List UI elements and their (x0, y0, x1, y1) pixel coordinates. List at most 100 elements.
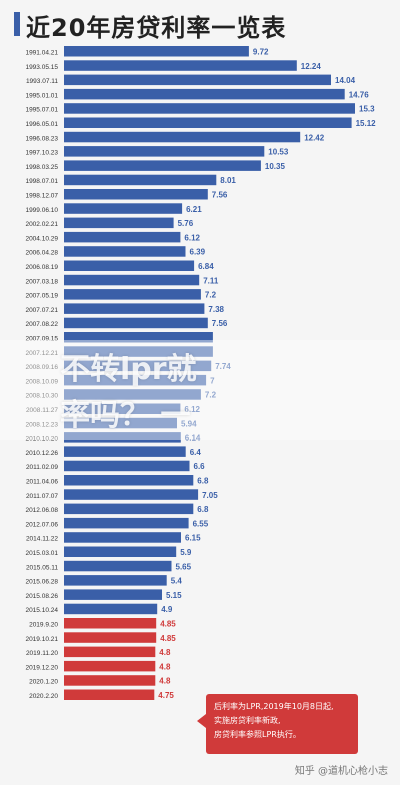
bar (64, 217, 174, 229)
bar (64, 475, 194, 486)
value-label: 4.85 (160, 634, 176, 643)
overlay-text-1: 不转lpr就 (60, 352, 197, 387)
value-label: 6.14 (185, 434, 201, 443)
category-label: 1995.07.01 (25, 107, 58, 114)
category-label: 2008.10.30 (25, 393, 58, 400)
category-label: 2014.11.22 (26, 536, 58, 543)
bar (64, 489, 199, 500)
bar (64, 103, 355, 114)
value-label: 9.72 (253, 48, 269, 57)
bar (64, 74, 331, 86)
category-label: 2012.06.08 (25, 507, 58, 514)
value-label: 15.3 (359, 105, 375, 114)
category-label: 2011.02.09 (26, 464, 58, 471)
bar (64, 46, 249, 57)
category-label: 1997.10.23 (25, 150, 58, 157)
bar (64, 274, 200, 286)
value-label: 7.56 (212, 191, 228, 200)
category-label: 2020.1.20 (29, 679, 58, 686)
value-label: 15.12 (356, 119, 377, 128)
category-label: 2015.06.28 (25, 579, 58, 586)
value-label: 5.76 (178, 219, 194, 228)
category-label: 2007.07.21 (25, 307, 58, 314)
bar (64, 117, 352, 128)
bar (64, 231, 181, 243)
value-label: 7.38 (208, 305, 224, 314)
category-label: 2019.10.21 (25, 636, 58, 643)
bar (64, 303, 205, 314)
bar (64, 517, 189, 529)
category-label: 2019.9.20 (29, 622, 58, 629)
value-label: 7.2 (205, 291, 217, 300)
bar (64, 460, 190, 472)
category-label: 1993.07.11 (26, 78, 58, 85)
bar-lpr (64, 660, 156, 672)
category-label: 2011.04.06 (26, 479, 58, 486)
category-label: 2007.09.15 (25, 336, 58, 343)
category-label: 2011.07.07 (26, 493, 58, 500)
value-label: 6.21 (186, 205, 202, 214)
bar-lpr (64, 675, 156, 686)
bar (64, 589, 162, 600)
category-label: 2015.08.26 (25, 593, 58, 600)
bar (64, 88, 345, 100)
value-label: 7.56 (212, 319, 228, 328)
bar (64, 532, 181, 543)
value-label: 6.8 (197, 505, 209, 514)
category-label: 2010.10.20 (25, 436, 58, 443)
value-label: 6.8 (197, 477, 209, 486)
value-label: 6.55 (193, 519, 209, 528)
value-label: 5.94 (181, 419, 197, 428)
category-label: 1998.12.07 (25, 193, 58, 200)
callout-line-3: 房贷利率参照LPR执行。 (214, 730, 301, 739)
category-label: 1993.05.15 (25, 64, 58, 71)
bar (64, 131, 301, 143)
value-label: 8.01 (220, 176, 236, 185)
category-label: 2006.08.19 (25, 264, 58, 271)
bar (64, 417, 177, 429)
value-label: 6.39 (190, 248, 206, 257)
bar (64, 189, 208, 200)
bar (64, 546, 177, 557)
bar (64, 332, 213, 343)
value-label: 7.2 (205, 391, 217, 400)
value-label: 6.15 (185, 534, 201, 543)
value-label: 5.15 (166, 591, 182, 600)
category-label: 1996.05.01 (25, 121, 58, 128)
category-label: 2019.12.20 (25, 664, 58, 671)
callout-line-2: 实施房贷利率新政, (214, 716, 281, 725)
category-label: 2004.10.29 (25, 235, 58, 242)
bar (64, 374, 207, 386)
value-label: 12.42 (304, 133, 325, 142)
category-label: 1998.03.25 (25, 164, 58, 171)
bar (64, 289, 201, 300)
value-label: 14.04 (335, 76, 356, 85)
bar (64, 560, 172, 572)
value-label: 4.8 (159, 648, 171, 657)
lpr-note-callout: 后利率为LPR,2019年10月8日起, 实施房贷利率新政, 房贷利率参照LPR… (197, 694, 358, 754)
bar (64, 346, 213, 357)
value-label: 5.65 (176, 562, 192, 571)
bar (64, 603, 158, 615)
category-label: 2007.05.19 (25, 293, 58, 300)
category-label: 2012.07.06 (25, 521, 58, 528)
category-label: 1991.04.21 (25, 50, 58, 57)
value-label: 6.84 (198, 262, 214, 271)
value-label: 14.76 (349, 90, 370, 99)
bar-chart: 1991.04.21 9.72 1993.05.15 12.24 1993.07.11 1… (25, 46, 377, 700)
bar (64, 60, 297, 71)
category-label: 2020.2.20 (29, 693, 58, 700)
category-label: 1999.06.10 (25, 207, 58, 214)
title-accent-bar (14, 12, 20, 36)
category-label: 1998.07.01 (25, 178, 58, 185)
bar (64, 360, 212, 372)
category-label: 2007.08.22 (25, 321, 58, 328)
value-label: 7.11 (203, 276, 219, 285)
value-label: 4.8 (159, 677, 171, 686)
bar (64, 246, 186, 257)
bar (64, 389, 201, 400)
category-label: 2019.11.20 (26, 650, 58, 657)
value-label: 7 (210, 376, 215, 385)
category-label: 1996.08.23 (25, 135, 58, 142)
value-label: 4.85 (160, 620, 176, 629)
